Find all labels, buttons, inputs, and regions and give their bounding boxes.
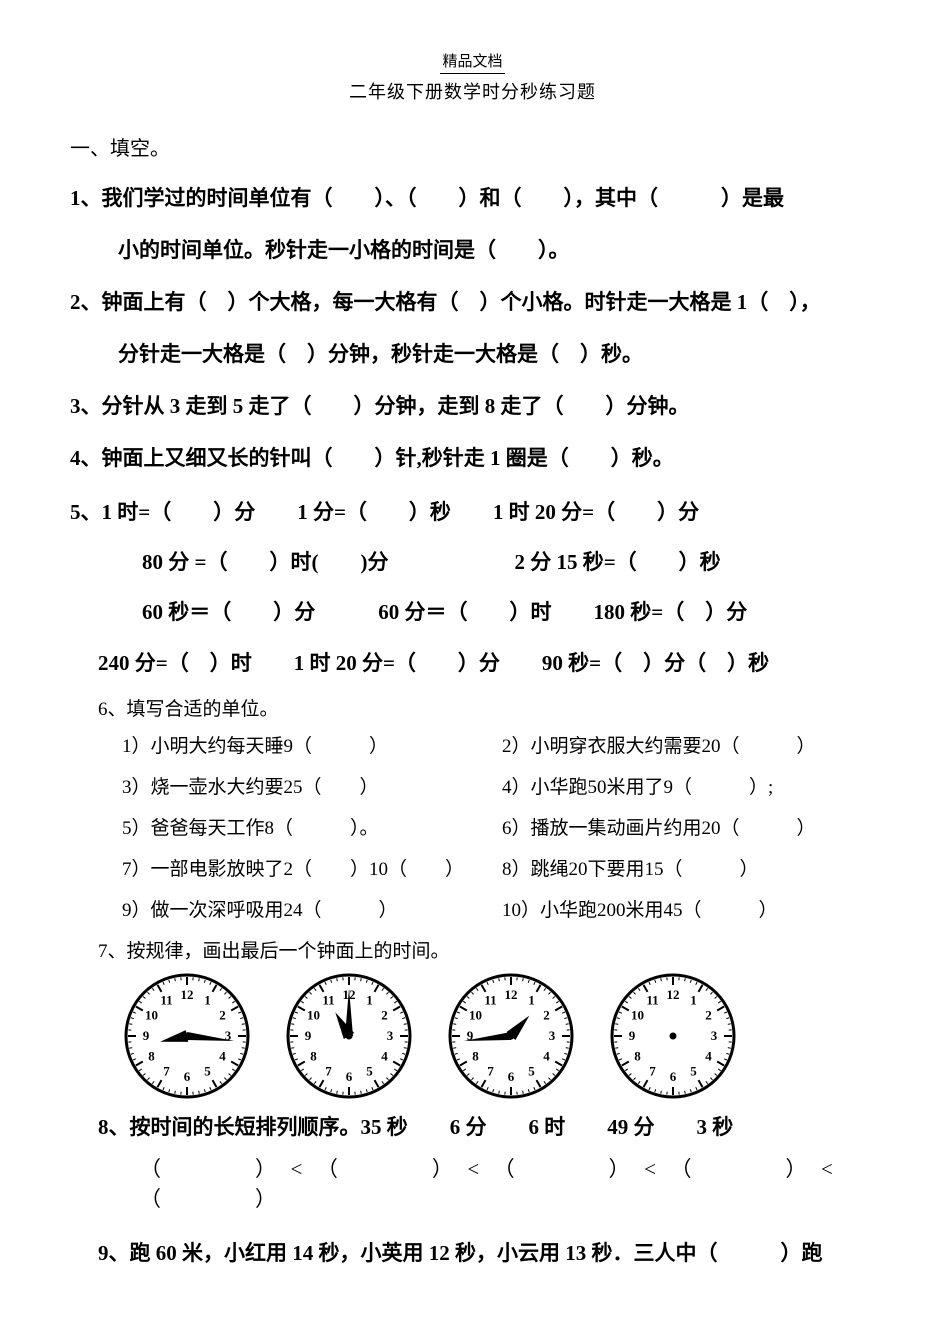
question-4: 4、钟面上又细又长的针叫（ ）针,秒针走 1 圈是（ ）秒。 [70, 437, 875, 479]
clock-face-2: 123456789101112 [284, 971, 414, 1101]
svg-text:6: 6 [508, 1069, 515, 1084]
svg-text:1: 1 [366, 992, 373, 1007]
svg-text:12: 12 [505, 987, 518, 1002]
question-8: 8、按时间的长短排列顺序。35 秒 6 分 6 时 49 分 3 秒 [98, 1111, 875, 1141]
svg-text:5: 5 [690, 1063, 697, 1078]
q8-text: 、按时间的长短排列顺序。35 秒 6 分 6 时 49 分 3 秒 [109, 1115, 734, 1139]
question-3: 3、分针从 3 走到 5 走了（ ）分钟，走到 8 走了（ ）分钟。 [70, 385, 875, 427]
q8-order-blanks: （ ） < （ ） < （ ） < （ ） < （ ） [140, 1153, 875, 1213]
svg-text:5: 5 [528, 1063, 535, 1078]
svg-text:2: 2 [219, 1007, 226, 1022]
svg-text:7: 7 [325, 1063, 332, 1078]
q1-text-b: 小的时间单位。秒针走一小格的时间是（ ）。 [118, 229, 875, 271]
svg-text:1: 1 [690, 992, 697, 1007]
question-5-line3: 60 秒＝（ ）分 60 分＝（ ）时 180 秒=（ ）分 [142, 589, 875, 635]
header-small-label: 精品文档 [440, 50, 504, 74]
question-9: 9、跑 60 米，小红用 14 秒，小英用 12 秒，小云用 13 秒．三人中（… [98, 1237, 875, 1267]
svg-text:10: 10 [307, 1007, 320, 1022]
svg-text:11: 11 [646, 992, 658, 1007]
q6-item-9: 9）做一次深呼吸用24（ ） [122, 895, 502, 922]
q2-text-b: 分针走一大格是（ ）分钟，秒针走一大格是（ ）秒。 [118, 333, 875, 375]
q1-number: 1 [70, 186, 81, 210]
svg-text:6: 6 [184, 1069, 191, 1084]
svg-text:3: 3 [387, 1028, 394, 1043]
svg-text:7: 7 [163, 1063, 170, 1078]
svg-text:6: 6 [670, 1069, 677, 1084]
svg-text:5: 5 [204, 1063, 211, 1078]
svg-text:11: 11 [160, 992, 172, 1007]
question-5-line1: 5、1 时=（ ）分 1 分=（ ）秒 1 时 20 分=（ ）分 [70, 489, 875, 535]
q6-item-1: 1）小明大约每天睡9（ ） [122, 731, 502, 758]
svg-text:2: 2 [705, 1007, 712, 1022]
svg-text:8: 8 [472, 1048, 479, 1063]
question-6-heading: 6、填写合适的单位。 [98, 694, 875, 721]
svg-text:4: 4 [543, 1048, 550, 1063]
question-1: 1、我们学过的时间单位有（ ）、（ ）和（ ），其中（ ）是最 [70, 177, 875, 219]
svg-text:10: 10 [145, 1007, 158, 1022]
q6-row-5: 9）做一次深呼吸用24（ ） 10）小华跑200米用45（ ） [122, 895, 875, 922]
q6-item-7: 7）一部电影放映了2（ ）10（ ） [122, 854, 502, 881]
q8-number: 8 [98, 1115, 109, 1139]
q6-item-5: 5）爸爸每天工作8（ ）。 [122, 813, 502, 840]
svg-text:6: 6 [346, 1069, 353, 1084]
section-1-heading: 一、填空。 [70, 132, 875, 161]
svg-text:10: 10 [469, 1007, 482, 1022]
clock-face-3: 123456789101112 [446, 971, 576, 1101]
svg-text:9: 9 [629, 1028, 636, 1043]
q4-number: 4 [70, 446, 81, 470]
svg-text:8: 8 [634, 1048, 641, 1063]
q6-row-3: 5）爸爸每天工作8（ ）。 6）播放一集动画片约用20（ ） [122, 813, 875, 840]
svg-text:4: 4 [705, 1048, 712, 1063]
question-7-heading: 7、按规律，画出最后一个钟面上的时间。 [98, 936, 875, 963]
svg-text:5: 5 [366, 1063, 373, 1078]
q6-item-4: 4）小华跑50米用了9（ ）; [502, 772, 875, 799]
q5-number: 5 [70, 500, 81, 524]
q4-text: 、钟面上又细又长的针叫（ ）针,秒针走 1 圈是（ ）秒。 [81, 446, 674, 470]
q5-l1: 、1 时=（ ）分 1 分=（ ）秒 1 时 20 分=（ ）分 [81, 500, 700, 524]
clock-face-1: 123456789101112 [122, 971, 252, 1101]
svg-text:4: 4 [381, 1048, 388, 1063]
q1-text-a: 、我们学过的时间单位有（ ）、（ ）和（ ），其中（ ）是最 [81, 186, 785, 210]
q9-number: 9 [98, 1241, 109, 1265]
q6-item-3: 3）烧一壶水大约要25（ ） [122, 772, 502, 799]
svg-text:11: 11 [322, 992, 334, 1007]
svg-text:4: 4 [219, 1048, 226, 1063]
svg-text:2: 2 [543, 1007, 550, 1022]
svg-text:8: 8 [310, 1048, 317, 1063]
q6-item-8: 8）跳绳20下要用15（ ） [502, 854, 875, 881]
q6-row-1: 1）小明大约每天睡9（ ） 2）小明穿衣服大约需要20（ ） [122, 731, 875, 758]
svg-text:1: 1 [204, 992, 211, 1007]
q2-number: 2 [70, 290, 81, 314]
q9-text: 、跑 60 米，小红用 14 秒，小英用 12 秒，小云用 13 秒．三人中（ … [109, 1241, 823, 1265]
question-5-line4: 240 分=（ ）时 1 时 20 分=（ ）分 90 秒=（ ）分（ ）秒 [98, 640, 875, 686]
q6-row-2: 3）烧一壶水大约要25（ ） 4）小华跑50米用了9（ ）; [122, 772, 875, 799]
q3-text: 、分针从 3 走到 5 走了（ ）分钟，走到 8 走了（ ）分钟。 [81, 394, 690, 418]
svg-text:8: 8 [148, 1048, 155, 1063]
q6-item-10: 10）小华跑200米用45（ ） [502, 895, 875, 922]
svg-text:3: 3 [549, 1028, 556, 1043]
svg-text:7: 7 [649, 1063, 656, 1078]
q2-text-a: 、钟面上有（ ）个大格，每一大格有（ ）个小格。时针走一大格是 1（ ）， [81, 290, 821, 314]
svg-text:3: 3 [711, 1028, 718, 1043]
q6-row-4: 7）一部电影放映了2（ ）10（ ） 8）跳绳20下要用15（ ） [122, 854, 875, 881]
svg-text:9: 9 [305, 1028, 312, 1043]
svg-text:2: 2 [381, 1007, 388, 1022]
question-2: 2、钟面上有（ ）个大格，每一大格有（ ）个小格。时针走一大格是 1（ ）， [70, 281, 875, 323]
svg-text:12: 12 [181, 987, 194, 1002]
clock-row: 1234567891011121234567891011121234567891… [122, 971, 875, 1101]
svg-text:12: 12 [667, 987, 680, 1002]
svg-text:7: 7 [487, 1063, 494, 1078]
svg-text:9: 9 [143, 1028, 150, 1043]
question-5-line2: 80 分 =（ ）时( )分 2 分 15 秒=（ ）秒 [142, 539, 875, 585]
q6-item-6: 6）播放一集动画片约用20（ ） [502, 813, 875, 840]
worksheet-subtitle: 二年级下册数学时分秒练习题 [70, 78, 875, 104]
q3-number: 3 [70, 394, 81, 418]
svg-text:10: 10 [631, 1007, 644, 1022]
clock-face-4: 123456789101112 [608, 971, 738, 1101]
svg-text:1: 1 [528, 992, 535, 1007]
svg-text:11: 11 [484, 992, 496, 1007]
q6-item-2: 2）小明穿衣服大约需要20（ ） [502, 731, 875, 758]
